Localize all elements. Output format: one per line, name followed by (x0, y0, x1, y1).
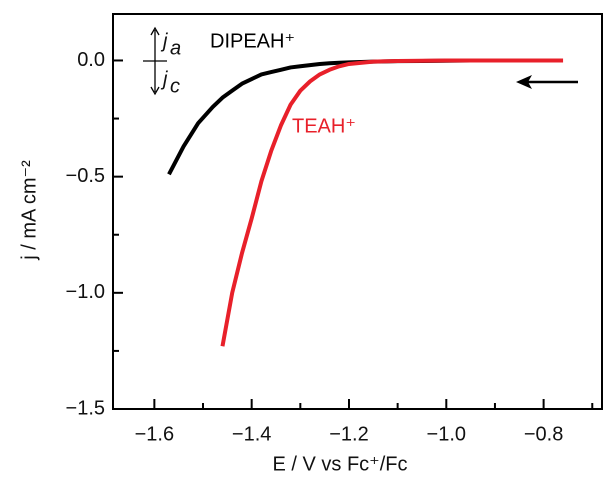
current-indicator (143, 26, 167, 96)
indicator-subscript: c (170, 75, 180, 97)
y-tick-label: 0.0 (77, 49, 105, 71)
y-tick-label: −1.0 (66, 281, 105, 303)
x-tick-label: −1.6 (135, 423, 174, 445)
y-tick-label: −1.5 (66, 397, 105, 419)
x-axis-label: E / V vs Fc⁺/Fc (272, 453, 407, 475)
indicator-symbol: j (160, 68, 168, 90)
direction-arrow (516, 75, 578, 89)
indicator-subscript: a (170, 37, 181, 59)
indicator-symbol: j (160, 30, 168, 52)
x-tick-label: −0.8 (524, 423, 563, 445)
x-tick-label: −1.2 (329, 423, 368, 445)
x-tick-label: −1.4 (232, 423, 271, 445)
y-tick-label: −0.5 (66, 165, 105, 187)
x-tick-label: −1.0 (427, 423, 466, 445)
plot-frame (112, 13, 603, 410)
data-line (220, 58, 564, 347)
legend-label: DIPEAH⁺ (210, 30, 295, 52)
y-axis-label: j / mA cm⁻² (18, 160, 40, 261)
legend-label: TEAH⁺ (292, 115, 356, 137)
